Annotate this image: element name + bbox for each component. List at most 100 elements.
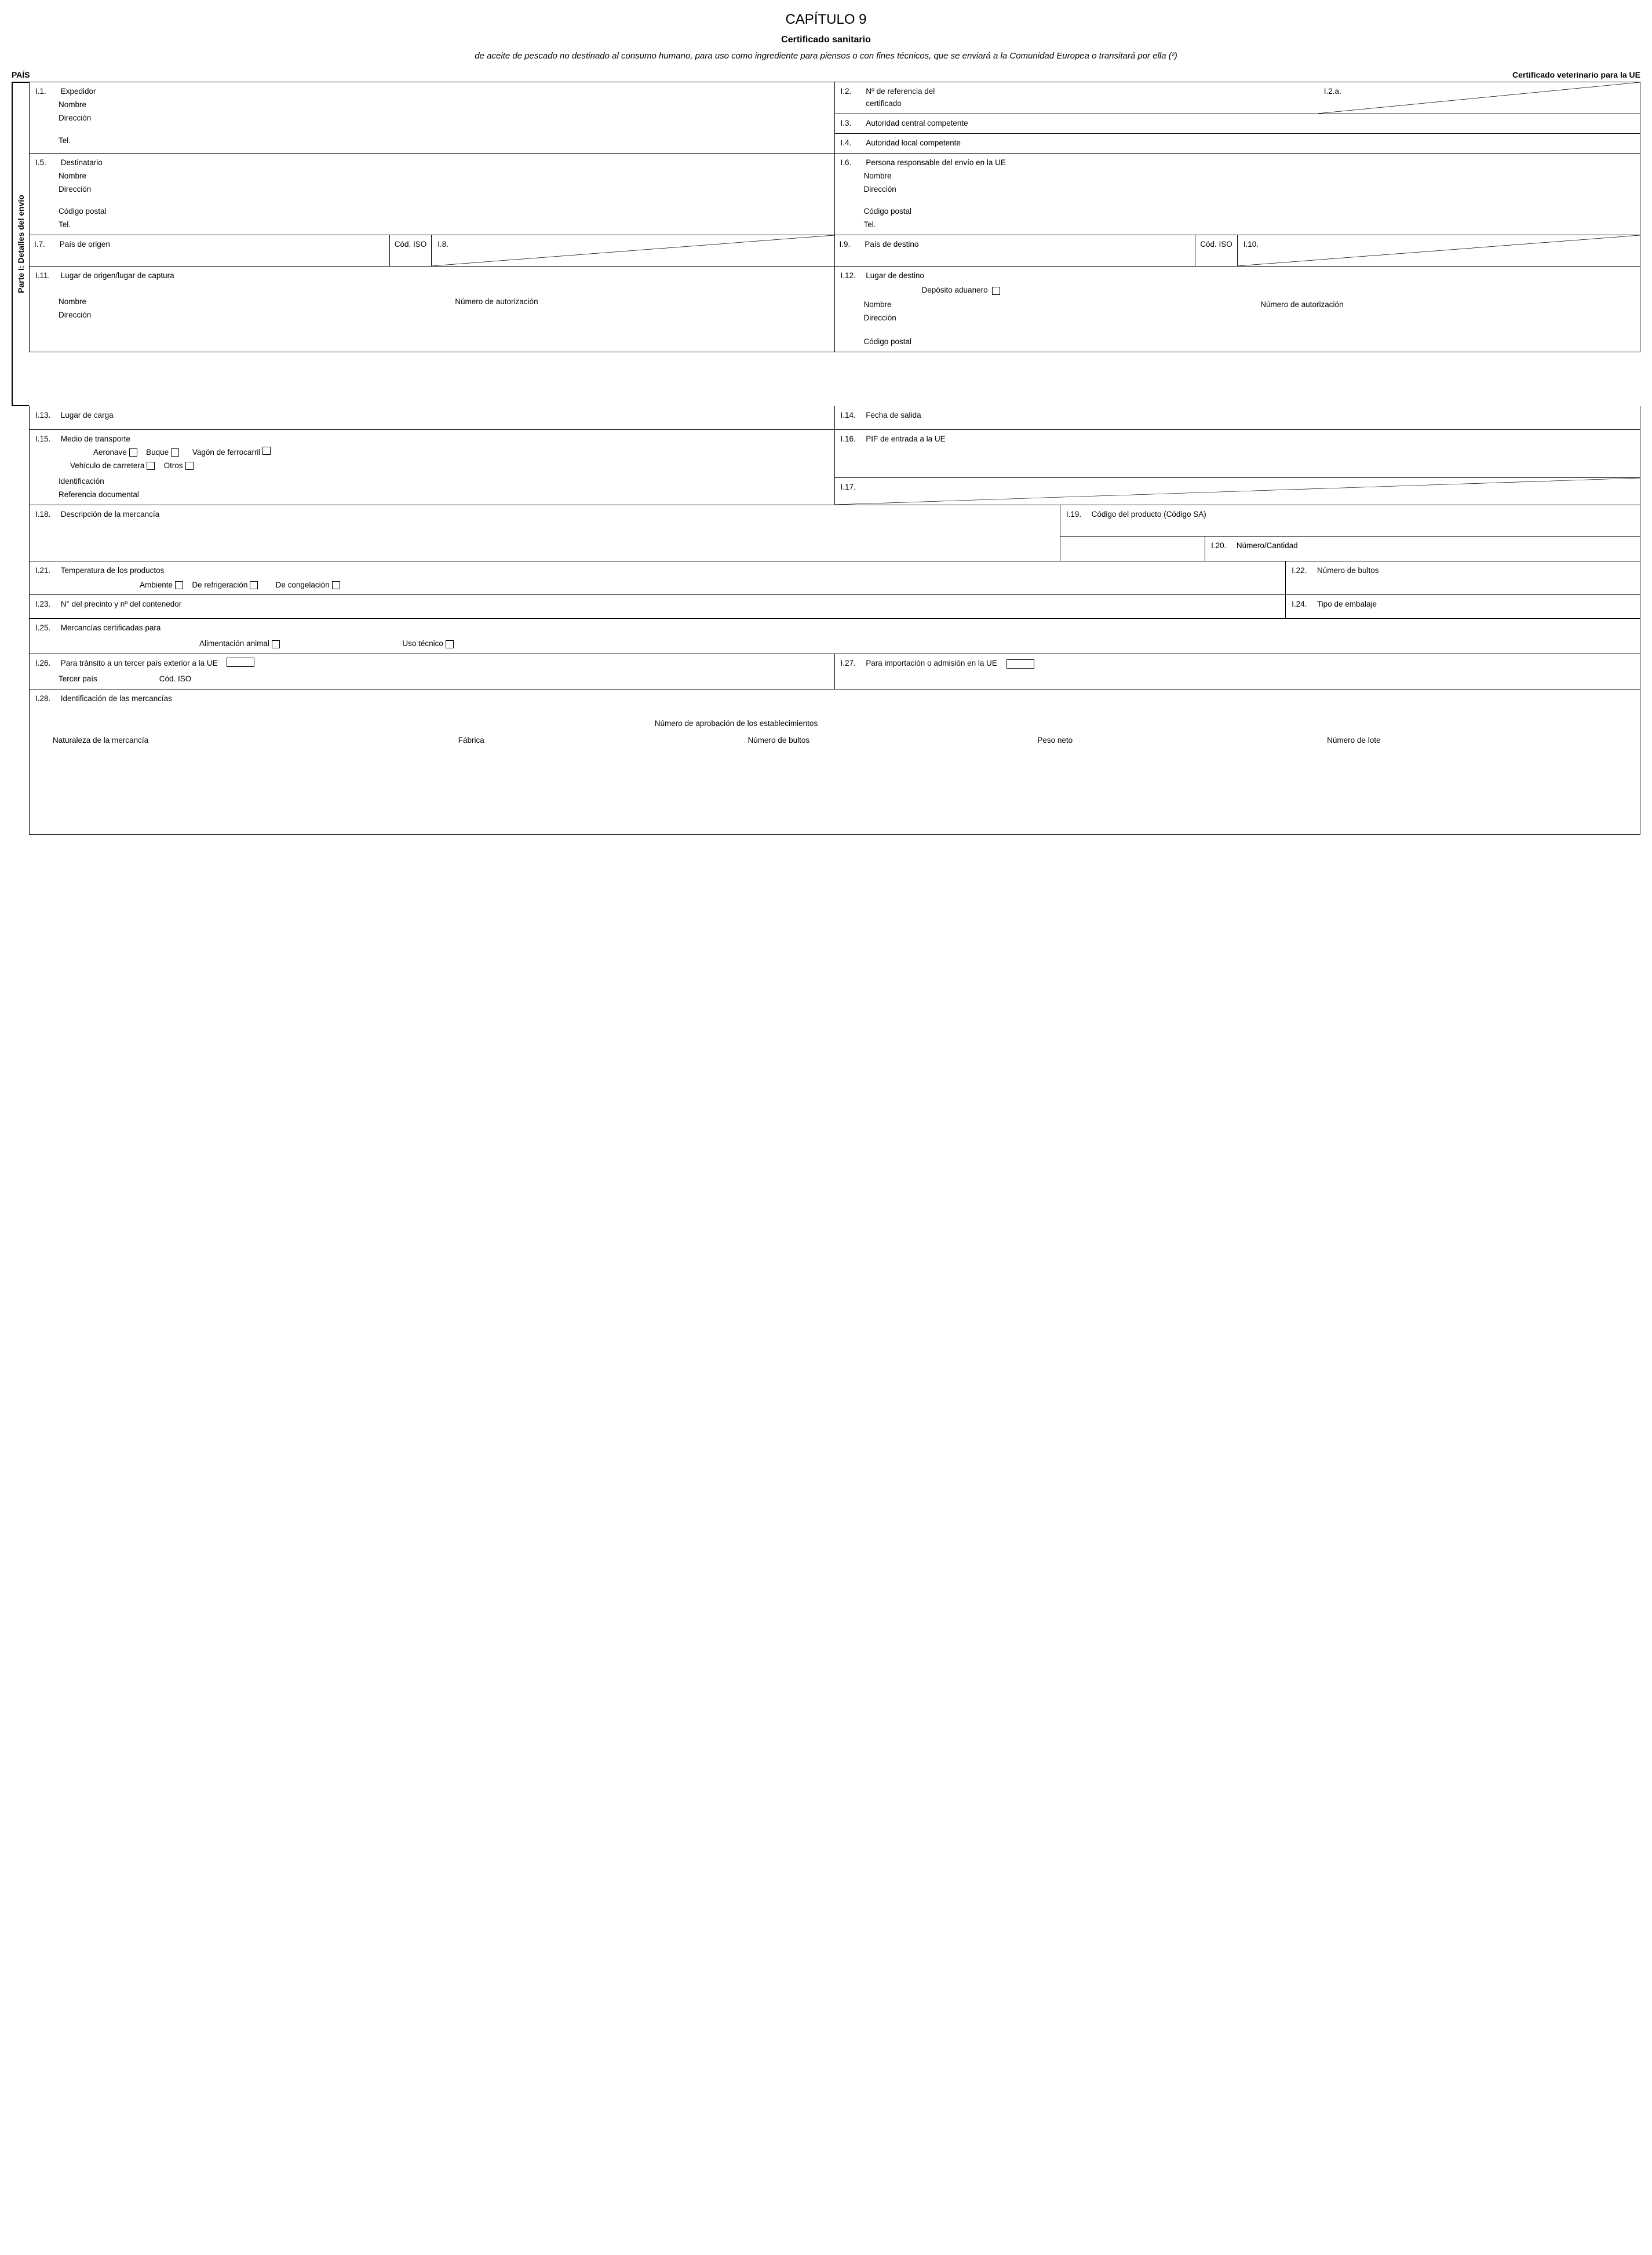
box-i16: I.16. PIF de entrada a la UE [835, 430, 1641, 478]
i21-amb: Ambiente [140, 581, 173, 589]
i4-num: I.4. [841, 137, 864, 149]
i21-cong: De congelación [276, 581, 330, 589]
i3-num: I.3. [841, 118, 864, 130]
i1-tel: Tel. [59, 135, 829, 147]
i19-num: I.19. [1066, 509, 1089, 521]
i26-num: I.26. [35, 658, 59, 670]
i6-label: Persona responsable del envío en la UE [866, 157, 1006, 169]
box-i20: I.20. Número/Cantidad [1205, 537, 1640, 561]
i11-num: I.11. [35, 270, 59, 282]
header-row: PAÍS Certificado veterinario para la UE [12, 70, 1640, 79]
box-i2: I.2. Nº de referencia del certificado [835, 82, 1318, 114]
box-i7: I.7. País de origen Cód. ISO [29, 235, 432, 266]
checkbox-aeronave[interactable] [129, 448, 137, 457]
i11-nombre: Nombre [59, 296, 455, 308]
i15-label: Medio de transporte [61, 433, 130, 446]
i12-auth: Número de autorización [1260, 299, 1343, 311]
i1-num: I.1. [35, 86, 59, 98]
box-i1: I.1. Expedidor Nombre Dirección Tel. [29, 82, 835, 153]
cert-title: Certificado sanitario [12, 35, 1640, 45]
i9-num: I.9. [840, 239, 863, 251]
i28-lote: Número de lote [1327, 735, 1617, 747]
box-i12: I.12. Lugar de destino Depósito aduanero… [835, 267, 1641, 352]
checkbox-deposito[interactable] [992, 287, 1000, 295]
i5-cp: Código postal [59, 206, 829, 218]
i2a-num: I.2.a. [1324, 86, 1347, 98]
box-i19: I.19. Código del producto (Código SA) [1060, 505, 1640, 537]
i15-otros: Otros [164, 461, 183, 470]
chapter-title: CAPÍTULO 9 [12, 12, 1640, 28]
i27-num: I.27. [841, 658, 864, 670]
header-left: PAÍS [12, 70, 30, 79]
i24-label: Tipo de embalaje [1317, 599, 1377, 611]
i3-label: Autoridad central competente [866, 118, 968, 130]
i7-num: I.7. [34, 239, 57, 251]
i28-label: Identificación de las mercancías [61, 693, 172, 705]
i25-num: I.25. [35, 622, 59, 634]
i2-label: Nº de referencia del certificado [866, 86, 970, 110]
i4-label: Autoridad local competente [866, 137, 961, 149]
i5-label: Destinatario [61, 157, 103, 169]
box-i2a: I.2.a. [1318, 82, 1640, 114]
box-i13: I.13. Lugar de carga [29, 406, 835, 429]
side-label: Parte I: Detalles del envío [12, 82, 29, 406]
rect-i26[interactable] [227, 658, 254, 667]
i24-num: I.24. [1292, 599, 1315, 611]
box-i11: I.11. Lugar de origen/lugar de captura N… [29, 267, 835, 352]
i12-num: I.12. [841, 270, 864, 282]
header-right: Certificado veterinario para la UE [1512, 70, 1640, 79]
i5-nombre: Nombre [59, 170, 829, 183]
i28-aprob: Número de aprobación de los establecimie… [35, 718, 1437, 730]
box-i18: I.18. Descripción de la mercancía [29, 505, 1060, 561]
i5-direccion: Dirección [59, 184, 829, 196]
i22-label: Número de bultos [1317, 565, 1379, 577]
i14-num: I.14. [841, 410, 864, 422]
checkbox-alimentacion[interactable] [272, 640, 280, 648]
i12-direccion: Dirección [864, 312, 1635, 324]
i17-num: I.17. [841, 481, 864, 494]
checkbox-buque[interactable] [171, 448, 179, 457]
rect-i27[interactable] [1006, 659, 1034, 669]
i21-num: I.21. [35, 565, 59, 577]
i8-num: I.8. [437, 239, 461, 251]
i11-auth: Número de autorización [455, 296, 538, 308]
i10-num: I.10. [1243, 239, 1267, 251]
checkbox-ambiente[interactable] [175, 581, 183, 589]
box-i28: I.28. Identificación de las mercancías N… [29, 689, 1640, 834]
i26-label: Para tránsito a un tercer país exterior … [61, 658, 218, 670]
box-i6: I.6. Persona responsable del envío en la… [835, 154, 1641, 235]
i11-direccion: Dirección [59, 309, 829, 322]
box-i14: I.14. Fecha de salida [835, 406, 1641, 429]
checkbox-vehiculo[interactable] [147, 462, 155, 470]
i15-num: I.15. [35, 433, 59, 446]
i27-label: Para importación o admisión en la UE [866, 658, 997, 670]
box-i8: I.8. [432, 235, 834, 266]
i25-alim: Alimentación animal [199, 639, 269, 648]
box-i3: I.3. Autoridad central competente [835, 114, 1641, 134]
i28-num: I.28. [35, 693, 59, 705]
checkbox-refrigeracion[interactable] [250, 581, 258, 589]
i12-label: Lugar de destino [866, 270, 924, 282]
i9-label: País de destino [865, 240, 918, 249]
box-i21: I.21. Temperatura de los productos Ambie… [29, 561, 1286, 595]
i23-label: N° del precinto y nº del contenedor [61, 599, 181, 611]
checkbox-congelacion[interactable] [332, 581, 340, 589]
i22-num: I.22. [1292, 565, 1315, 577]
checkbox-otros[interactable] [185, 462, 194, 470]
checkbox-vagon[interactable] [262, 447, 271, 455]
i1-direccion: Dirección [59, 112, 829, 125]
i23-num: I.23. [35, 599, 59, 611]
i18-num: I.18. [35, 509, 59, 521]
box-i4: I.4. Autoridad local competente [835, 134, 1641, 153]
i12-cp: Código postal [864, 336, 1635, 348]
i20-num: I.20. [1211, 540, 1234, 552]
side-label-text: Parte I: Detalles del envío [16, 195, 25, 293]
checkbox-uso-tecnico[interactable] [446, 640, 454, 648]
i15-vagon: Vagón de ferrocarril [192, 447, 261, 459]
i6-nombre: Nombre [864, 170, 1635, 183]
i1-label: Expedidor [61, 86, 96, 98]
box-i24: I.24. Tipo de embalaje [1286, 595, 1640, 618]
i26-tercer: Tercer país [59, 673, 157, 685]
cert-subtitle: de aceite de pescado no destinado al con… [58, 50, 1594, 62]
i15-ref: Referencia documental [59, 489, 829, 501]
